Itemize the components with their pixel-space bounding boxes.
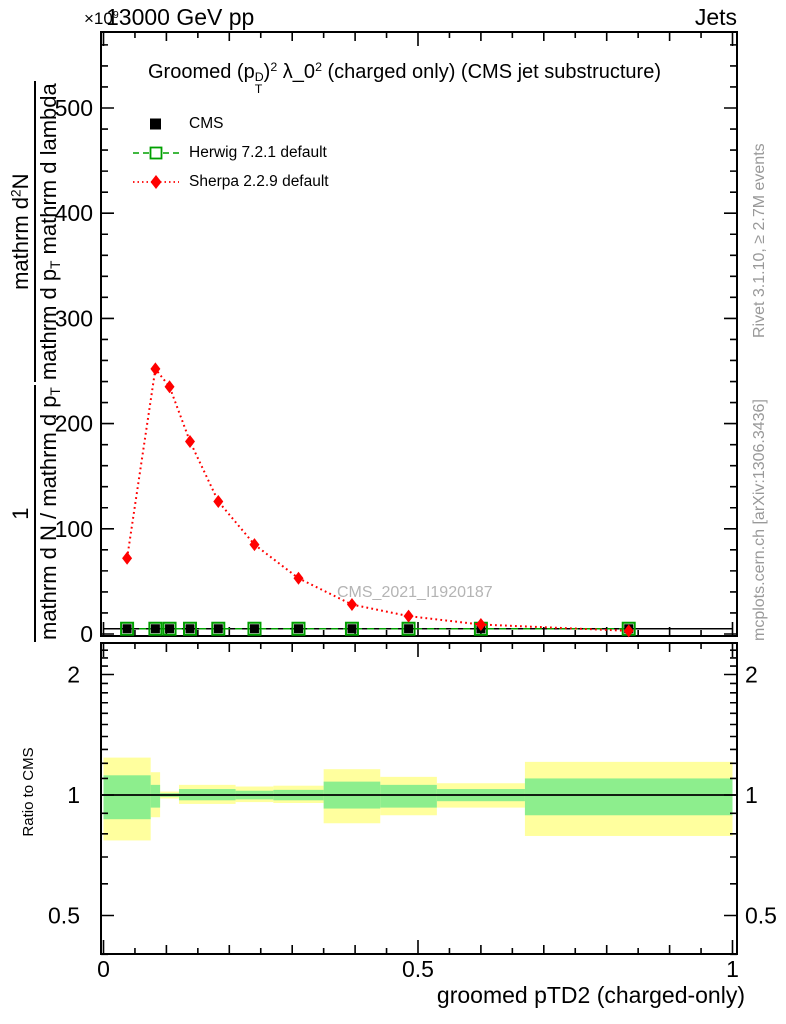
mcplots-reference-note: mcplots.cern.ch [arXiv:1306.3436] <box>751 399 768 641</box>
legend-label-herwig: Herwig 7.2.1 default <box>189 143 327 161</box>
svg-text:1: 1 <box>726 956 739 982</box>
svg-text:0.5: 0.5 <box>745 903 777 929</box>
svg-text:groomed pTD2 (charged-only): groomed pTD2 (charged-only) <box>437 982 745 1008</box>
legend-label-cms: CMS <box>189 114 224 132</box>
legend-label-sherpa: Sherpa 2.2.9 default <box>189 172 329 190</box>
scale-base: ×10 <box>84 9 113 28</box>
svg-text:100: 100 <box>55 516 93 542</box>
svg-text:0: 0 <box>80 621 93 647</box>
legend-item-cms: CMS <box>133 109 329 138</box>
legend: CMS Herwig 7.2.1 default Sherpa 2.2.9 de… <box>133 109 329 196</box>
svg-text:400: 400 <box>55 200 93 226</box>
svg-text:0.5: 0.5 <box>402 956 434 982</box>
svg-text:0: 0 <box>97 956 110 982</box>
rivet-version-note: Rivet 3.1.10, ≥ 2.7M events <box>751 143 768 338</box>
analysis-group-label: Jets <box>694 4 737 30</box>
legend-item-sherpa: Sherpa 2.2.9 default <box>133 167 329 196</box>
sherpa-marker-icon <box>133 174 179 189</box>
cms-marker-icon <box>150 118 161 129</box>
herwig-marker-icon <box>133 146 179 159</box>
svg-text:200: 200 <box>55 411 93 437</box>
svg-text:2: 2 <box>745 662 758 688</box>
svg-text:0.5: 0.5 <box>48 903 80 929</box>
legend-item-herwig: Herwig 7.2.1 default <box>133 138 329 167</box>
svg-text:300: 300 <box>55 305 93 331</box>
scale-power: 9 <box>112 9 119 22</box>
watermark-analysis-id: CMS_2021_I1920187 <box>337 584 493 601</box>
y-axis-label-fraction: 1 mathrm d N / mathrm d pT <box>8 385 64 642</box>
plot-title: Groomed (p D T)2 λ_02 (charged only) (CMS … <box>148 60 661 96</box>
svg-text:2: 2 <box>67 662 80 688</box>
svg-text:1: 1 <box>745 782 758 808</box>
y-axis-label: 1 mathrm d N / mathrm d pT mathrm d2N mathr… <box>8 34 63 642</box>
svg-text:500: 500 <box>55 95 93 121</box>
y-axis-label-fraction: mathrm d2N mathrm d pT mathrm d lambda <box>8 81 64 383</box>
beam-energy-label: 13000 GeV pp <box>106 4 255 30</box>
svg-text:1: 1 <box>67 782 80 808</box>
y-axis-scale-factor: ×109 <box>84 9 119 29</box>
ratio-axis-label: Ratio to CMS <box>20 747 37 837</box>
